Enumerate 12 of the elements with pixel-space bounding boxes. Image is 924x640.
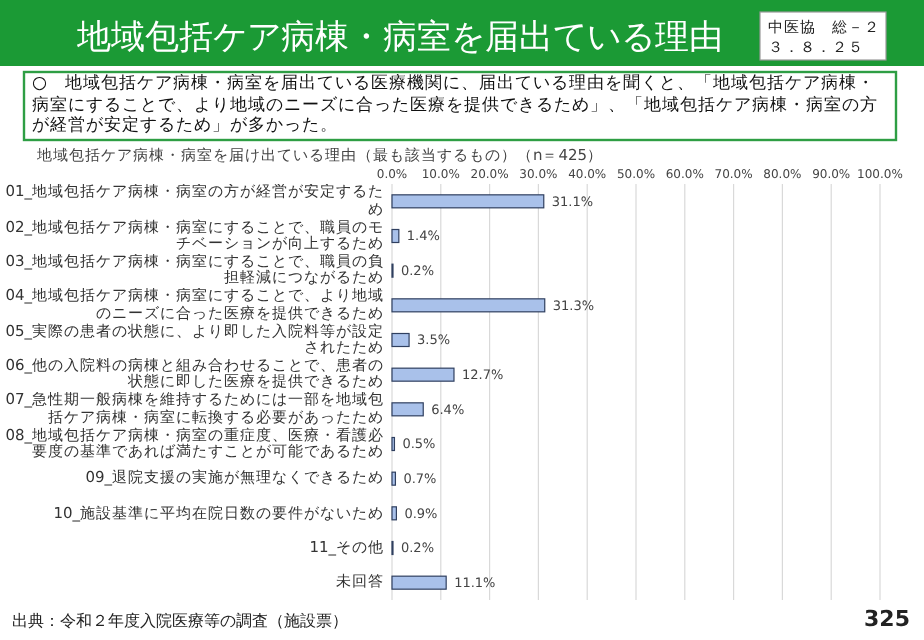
bar — [391, 298, 546, 313]
bar — [391, 194, 545, 209]
bar — [391, 402, 424, 417]
chart-subtitle: ○ 地域包括ケア病棟・病室を届出ている医療機関に、届出ている理由を聞くと、「地域包括ケア病棟・病室にすることで、より地域のニーズに合った医療を提供できるため」、「地域包括ケア病棟・病室の方が経営が安定するため」が多かった。 — [32, 74, 880, 138]
bar — [391, 506, 397, 521]
text: 325 — [864, 606, 910, 632]
bar — [391, 367, 455, 382]
source-note: 出典：令和２年度入院医療等の調査（施設票） — [12, 612, 348, 630]
bar — [391, 575, 447, 590]
chart-title: 地域包括ケア病棟・病室を届出ている理由 — [75, 18, 723, 58]
bar — [391, 332, 410, 348]
bar — [391, 228, 400, 244]
